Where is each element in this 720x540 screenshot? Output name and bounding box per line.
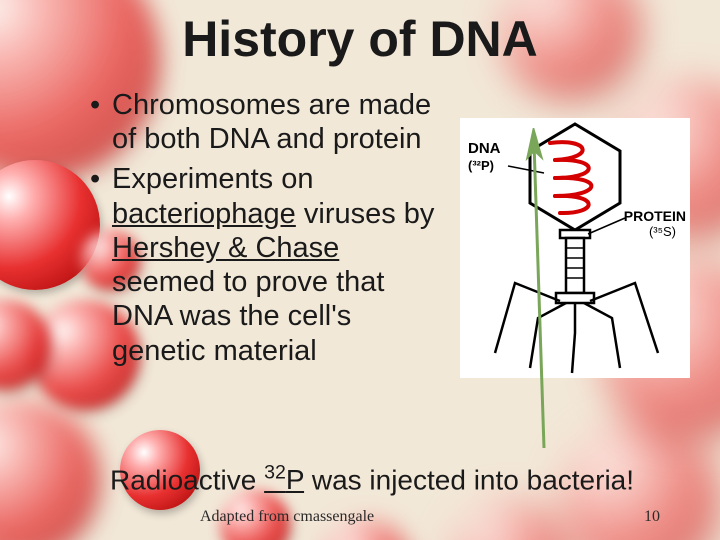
page-number: 10 bbox=[644, 508, 660, 526]
dna-label: DNA bbox=[468, 140, 501, 157]
protein-label: PROTEIN bbox=[624, 208, 686, 224]
bullet-item: Chromosomes are made of both DNA and pro… bbox=[90, 88, 450, 156]
callout-text: Radioactive 32P was injected into bacter… bbox=[110, 462, 690, 496]
slide: History of DNA Chromosomes are made of b… bbox=[0, 0, 720, 540]
slide-title: History of DNA bbox=[30, 10, 690, 68]
footer: Adapted from cmassengale 10 bbox=[0, 508, 720, 526]
footer-credit: Adapted from cmassengale bbox=[200, 508, 374, 526]
callout-arrow bbox=[506, 128, 566, 458]
phage-illustration: DNA (³²P) PROTEIN (³⁵S) bbox=[460, 118, 690, 378]
bullet-list: Chromosomes are made of both DNA and pro… bbox=[30, 88, 450, 374]
bacteriophage-figure: DNA (³²P) PROTEIN (³⁵S) bbox=[460, 118, 690, 418]
bullet-item: Experiments on bacteriophage viruses by … bbox=[90, 162, 450, 367]
dna-isotope-label: (³²P) bbox=[468, 158, 494, 173]
protein-isotope-label: (³⁵S) bbox=[649, 224, 676, 239]
content-row: Chromosomes are made of both DNA and pro… bbox=[30, 88, 690, 418]
